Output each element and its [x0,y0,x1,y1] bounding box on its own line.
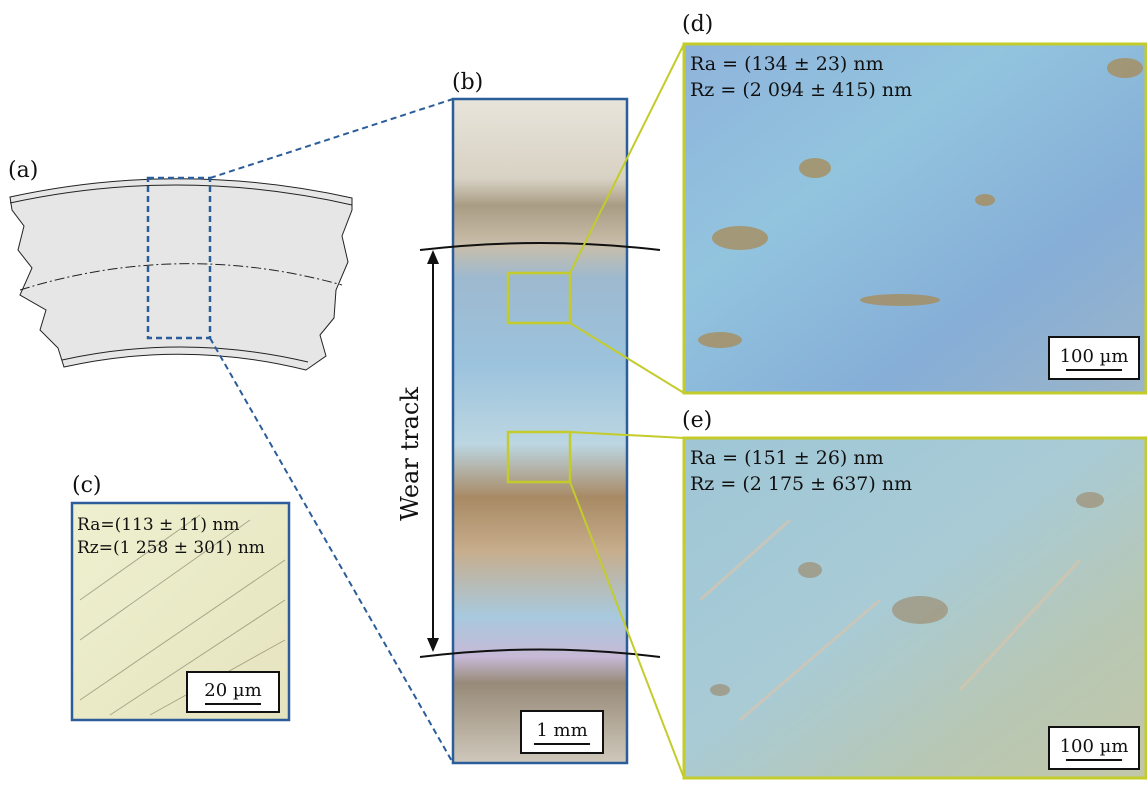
micrograph-e-streaks [699,518,1082,722]
scale-bar-e-label: 100 µm [1059,735,1129,757]
scale-bar-b-label: 1 mm [536,719,588,741]
leader-d-bottom [569,322,685,394]
scale-bar-d-line [1066,368,1122,371]
panel-d-rz: Rz = (2 094 ± 415) nm [690,78,913,101]
panel-d-ra: Ra = (134 ± 23) nm [690,53,884,75]
scale-bar-e: 100 µm [1048,726,1140,770]
scale-bar-d: 100 µm [1048,336,1140,380]
panel-e-readout: Ra = (151 ± 26) nm Rz = (2 175 ± 637) nm [690,446,912,497]
scale-bar-c-label: 20 µm [204,679,262,701]
panel-c-ra: Ra=(113 ± 11) nm [77,515,240,535]
track-boundary-upper [419,242,661,251]
track-boundary-lower [419,648,661,658]
zoom-line-top [209,98,454,179]
panel-c-readout: Ra=(113 ± 11) nm Rz=(1 258 ± 301) nm [77,514,265,560]
micrograph-c-scratches [79,514,286,716]
panel-c-label: (c) [72,473,102,498]
wear-track-label: Wear track [396,387,424,521]
panel-e-rz: Rz = (2 175 ± 637) nm [690,472,913,495]
section-selection-box [146,176,212,340]
scale-bar-d-label: 100 µm [1059,345,1129,367]
arrow-head-down [427,638,439,652]
arrow-head-up [427,250,439,264]
micrograph-d-image [682,42,1147,395]
part-bottom-edge [61,346,309,363]
scale-bar-c: 20 µm [186,671,280,713]
highlight-box-e [506,430,572,484]
leader-e-bottom [569,481,685,779]
highlight-box-d [506,271,572,325]
panel-d-readout: Ra = (134 ± 23) nm Rz = (2 094 ± 415) nm [690,52,912,103]
panel-e-label: (e) [682,408,713,433]
scale-bar-c-line [205,702,261,705]
scale-bar-b-line [534,742,590,745]
leader-e-top [569,431,685,439]
leader-d-top [569,43,685,274]
panel-c-rz: Rz=(1 258 ± 301) nm [77,537,265,558]
panel-d-label: (d) [682,12,714,37]
part-centerline [19,263,343,291]
zoom-line-bottom [209,337,454,764]
scale-bar-e-line [1066,758,1122,761]
panel-a-label: (a) [8,158,39,183]
panel-b-label: (b) [452,70,484,95]
panel-e-ra: Ra = (151 ± 26) nm [690,447,884,469]
micrograph-d-spots [698,58,1143,348]
scale-bar-b: 1 mm [520,710,604,754]
micrograph-e-spots [710,492,1104,696]
part-top-edge [9,184,353,206]
part-outline [9,178,353,371]
